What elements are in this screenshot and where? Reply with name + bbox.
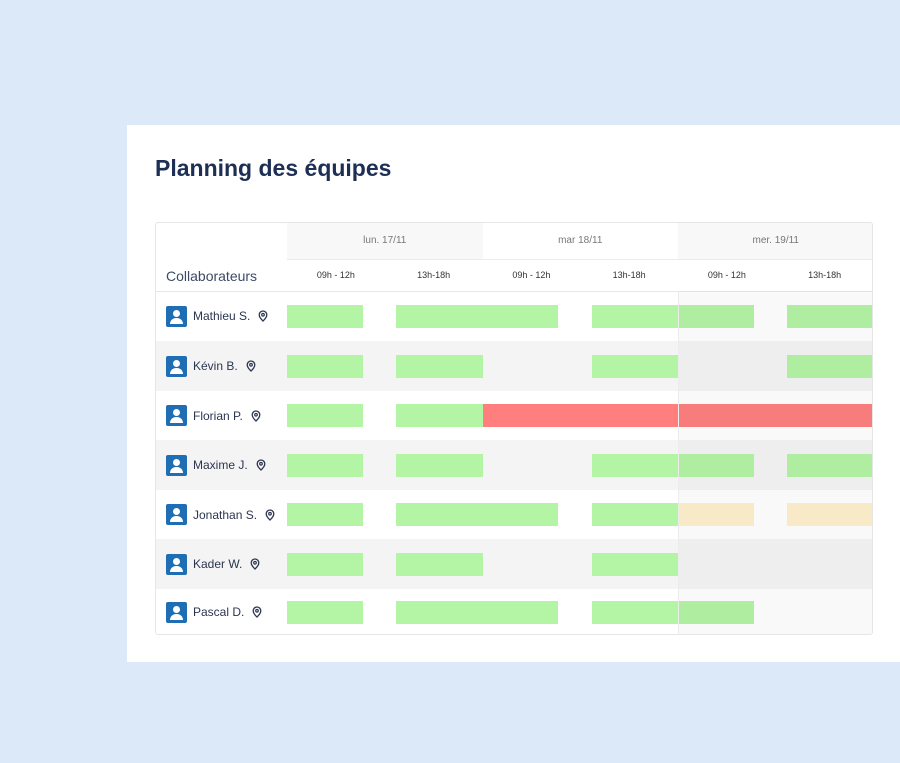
location-pin-icon[interactable]: [257, 310, 269, 322]
collaborators-header: Collaborateurs: [166, 268, 258, 284]
collaborator[interactable]: Florian P.: [166, 391, 262, 440]
table-row[interactable]: Jonathan S.: [156, 490, 872, 539]
shift-bar-ok[interactable]: [287, 600, 363, 624]
collaborator-name: Pascal D.: [193, 605, 245, 619]
shift-bar-ok[interactable]: [482, 304, 558, 328]
shift-bar-absent[interactable]: [678, 404, 777, 427]
collaborator[interactable]: Mathieu S.: [166, 291, 269, 341]
shift-bar-absent[interactable]: [775, 404, 872, 427]
shift-bar-ok[interactable]: [396, 404, 483, 427]
user-avatar-icon: [166, 305, 187, 327]
shift-bar-ok[interactable]: [591, 304, 679, 328]
shift-bar-ok[interactable]: [787, 304, 872, 328]
shift-bar-ok[interactable]: [591, 503, 679, 526]
shift-bar-pending[interactable]: [787, 503, 872, 526]
collaborator-name: Kader W.: [193, 557, 243, 571]
time-slot-header: 13h-18h: [775, 259, 872, 292]
planning-card: Planning des équipes Collaborateurs lun.…: [127, 125, 900, 662]
day-column-shade: [678, 291, 872, 634]
time-slot-header: 09h - 12h: [287, 259, 385, 292]
time-slot-header: 13h-18h: [384, 259, 483, 292]
shift-bar-ok[interactable]: [396, 304, 483, 328]
location-pin-icon[interactable]: [250, 409, 262, 422]
time-slot-header: 09h - 12h: [482, 259, 581, 292]
day-header: lun. 17/11: [287, 223, 483, 260]
shift-bar-ok[interactable]: [287, 304, 363, 328]
shift-bar-pending[interactable]: [678, 503, 754, 526]
shift-bar-ok[interactable]: [591, 600, 679, 624]
table-row[interactable]: Florian P.: [156, 391, 872, 440]
location-pin-icon[interactable]: [251, 606, 263, 618]
shift-bar-ok[interactable]: [287, 354, 363, 378]
location-pin-icon[interactable]: [264, 508, 276, 521]
table-row[interactable]: Maxime J.: [156, 440, 872, 490]
collaborator-name: Florian P.: [193, 408, 243, 423]
shift-bar-absent[interactable]: [580, 404, 679, 427]
collaborator[interactable]: Jonathan S.: [166, 490, 276, 539]
shift-bar-ok[interactable]: [396, 552, 483, 576]
shift-bar-ok[interactable]: [396, 600, 483, 624]
collaborator-name: Jonathan S.: [193, 507, 258, 522]
shift-bar-ok[interactable]: [396, 503, 483, 526]
collaborator[interactable]: Kévin B.: [166, 341, 257, 391]
shift-bar-ok[interactable]: [287, 552, 363, 576]
shift-bar-ok[interactable]: [287, 503, 363, 526]
shift-bar-ok[interactable]: [287, 453, 363, 477]
shift-bar-ok[interactable]: [678, 600, 754, 624]
user-avatar-icon: [166, 553, 187, 575]
shift-bar-ok[interactable]: [396, 354, 483, 378]
page-title: Planning des équipes: [155, 155, 392, 181]
shift-bar-ok[interactable]: [591, 354, 679, 378]
user-avatar-icon: [166, 601, 187, 623]
collaborator[interactable]: Pascal D.: [166, 589, 263, 634]
table-row[interactable]: Kader W.: [156, 539, 872, 589]
collaborator-name: Maxime J.: [193, 458, 248, 472]
shift-bar-ok[interactable]: [787, 354, 872, 378]
shift-bar-ok[interactable]: [678, 304, 754, 328]
collaborator[interactable]: Kader W.: [166, 539, 261, 589]
user-avatar-icon: [166, 454, 187, 476]
time-slot-header: 13h-18h: [580, 259, 678, 292]
user-avatar-icon: [166, 504, 187, 525]
location-pin-icon[interactable]: [249, 558, 261, 570]
user-avatar-icon: [166, 355, 187, 377]
shift-bar-ok[interactable]: [482, 503, 558, 526]
time-slot-header: 09h - 12h: [678, 259, 776, 292]
collaborator-name: Mathieu S.: [193, 309, 251, 323]
shift-bar-ok[interactable]: [396, 453, 483, 477]
shift-bar-ok[interactable]: [287, 404, 363, 427]
planning-table: Collaborateurs lun. 17/11 09h - 12h 13h-18…: [155, 222, 873, 635]
collaborator-name: Kévin B.: [193, 359, 238, 373]
shift-bar-ok[interactable]: [591, 453, 679, 477]
user-avatar-icon: [166, 405, 187, 426]
collaborator[interactable]: Maxime J.: [166, 440, 267, 490]
location-pin-icon[interactable]: [245, 360, 257, 372]
location-pin-icon[interactable]: [255, 459, 267, 471]
table-row[interactable]: Kévin B.: [156, 341, 872, 391]
header-left: Collaborateurs: [156, 223, 287, 292]
table-row[interactable]: Mathieu S.: [156, 291, 872, 341]
day-header: mer. 19/11: [678, 223, 872, 260]
shift-bar-ok[interactable]: [482, 600, 558, 624]
shift-bar-absent[interactable]: [482, 404, 581, 427]
shift-bar-ok[interactable]: [678, 453, 754, 477]
shift-bar-ok[interactable]: [787, 453, 872, 477]
day-header: mar 18/11: [482, 223, 678, 260]
shift-bar-ok[interactable]: [591, 552, 679, 576]
table-row[interactable]: Pascal D.: [156, 589, 872, 634]
